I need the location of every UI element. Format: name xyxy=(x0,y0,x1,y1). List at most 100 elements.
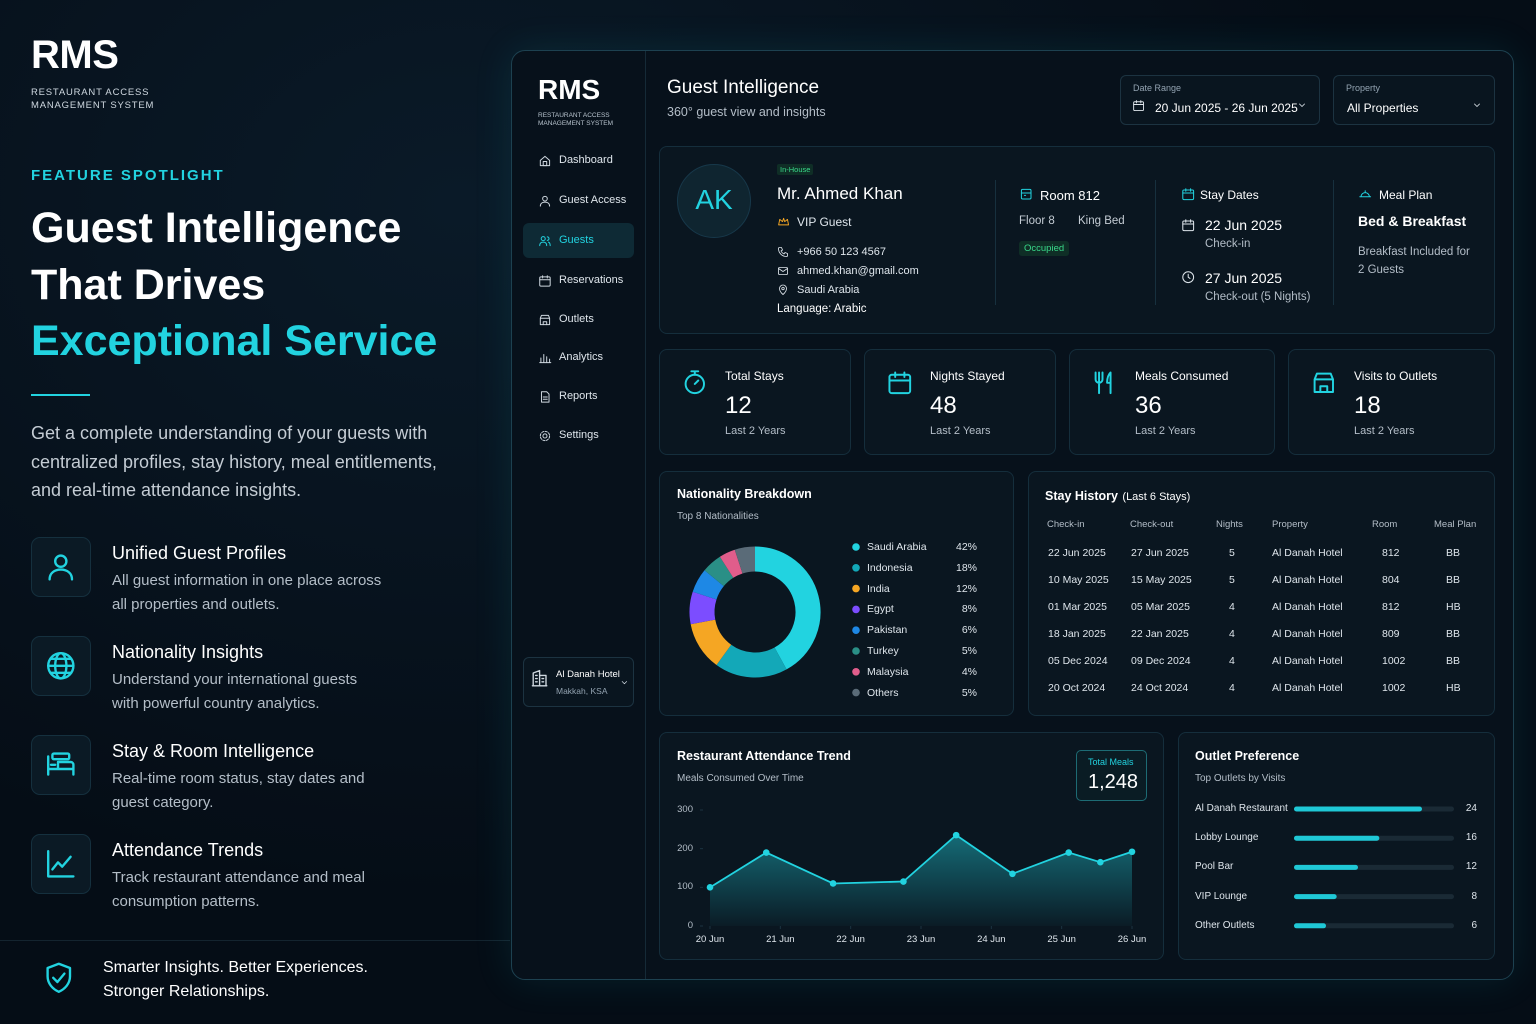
nav-item[interactable]: Reservations xyxy=(559,274,624,286)
y-tick-label: 0 xyxy=(687,920,693,931)
checkin-date: 22 Jun 2025 xyxy=(1205,217,1283,233)
table-cell: Al Danah Hotel xyxy=(1272,655,1343,667)
table-cell: 09 Dec 2024 xyxy=(1131,655,1191,667)
table-cell: 1002 xyxy=(1382,655,1406,667)
filter-box[interactable] xyxy=(1333,75,1495,125)
table-cell: 22 Jun 2025 xyxy=(1048,547,1106,559)
outlet-card xyxy=(1178,732,1495,960)
table-cell: 4 xyxy=(1229,628,1235,640)
stat-value: 12 xyxy=(725,392,752,419)
icon xyxy=(539,314,551,326)
bar xyxy=(1294,835,1380,841)
room-floor: Floor 8 xyxy=(1019,215,1055,227)
meal-detail: Breakfast Included for 2 Guests xyxy=(1358,246,1470,276)
footer-divider xyxy=(0,940,510,941)
card-title: Nationality Breakdown xyxy=(677,487,812,501)
sidebar-tagline: MANAGEMENT SYSTEM xyxy=(538,120,614,127)
filter-value: 20 Jun 2025 - 26 Jun 2025 xyxy=(1155,101,1298,115)
tagline: RESTAURANT ACCESS xyxy=(31,87,150,98)
legend-label: Others xyxy=(867,686,899,699)
stat-note: Last 2 Years xyxy=(725,425,786,437)
icon xyxy=(778,247,788,257)
legend-label: Turkey xyxy=(867,645,899,657)
table-cell: 4 xyxy=(1229,601,1235,613)
icon xyxy=(539,275,551,287)
icon-stroke xyxy=(1187,273,1191,279)
card-title-row: Stay History (Last 6 Stays) xyxy=(1045,487,1190,505)
icon-stroke xyxy=(54,554,68,568)
table-cell: BB xyxy=(1446,628,1461,640)
legend-label: Malaysia xyxy=(867,665,909,678)
checkout-label: Check-out (5 Nights) xyxy=(1205,291,1311,303)
contact-phone: +966 50 123 4567 xyxy=(797,246,887,258)
icon-stroke xyxy=(621,681,628,685)
donut-segment xyxy=(754,546,821,670)
card-subtitle: Top 8 Nationalities xyxy=(677,511,759,522)
stat-label: Nights Stayed xyxy=(930,369,1005,383)
headline: Guest Intelligence xyxy=(31,204,402,252)
icon xyxy=(1020,188,1032,200)
bar-value: 6 xyxy=(1471,919,1477,931)
icon xyxy=(539,430,551,442)
footer-text: Smarter Insights. Better Experiences. xyxy=(103,959,368,976)
nav-item[interactable]: Analytics xyxy=(559,351,604,363)
legend-value: 8% xyxy=(961,603,977,616)
card-title: Outlet Preference xyxy=(1195,749,1300,763)
total-box xyxy=(1076,750,1147,801)
nav-item[interactable]: Reports xyxy=(559,390,598,402)
nav-item[interactable]: Guests xyxy=(559,234,594,246)
nav-item[interactable]: Settings xyxy=(559,429,599,441)
icon-stroke xyxy=(1319,385,1329,393)
icon xyxy=(1133,100,1145,112)
icon-stroke xyxy=(47,657,75,674)
icon-stroke xyxy=(1182,271,1195,284)
table-cell: Al Danah Hotel xyxy=(1272,628,1343,640)
legend-value: 18% xyxy=(955,561,977,574)
donut-segment xyxy=(689,591,717,625)
icon xyxy=(539,155,551,167)
x-tick-label: 25 Jun xyxy=(1047,934,1076,945)
y-tick-label: 300 xyxy=(677,804,693,815)
headline-highlight: Exceptional Service xyxy=(31,317,438,365)
page-subtitle: 360° guest view and insights xyxy=(667,105,826,119)
feature-description: Understand your international guests wit… xyxy=(112,671,358,712)
filter-label: Date Range xyxy=(1133,83,1182,93)
table-cell: HB xyxy=(1446,682,1461,694)
icon-stroke xyxy=(779,284,787,295)
checkout-date: 27 Jun 2025 xyxy=(1205,270,1283,286)
icon-stroke xyxy=(539,276,551,287)
legend-label: Egypt xyxy=(867,603,894,616)
hotel-name: Al Danah Hotel xyxy=(556,669,620,680)
x-tick-label: 22 Jun xyxy=(836,934,865,945)
donut-segment xyxy=(719,549,743,579)
donut-segment xyxy=(734,546,756,574)
icon xyxy=(539,195,551,207)
table-cell: 5 xyxy=(1229,574,1235,586)
icon xyxy=(621,681,628,685)
icon xyxy=(888,371,912,395)
legend-value: 12% xyxy=(955,582,977,595)
legend-dot xyxy=(852,688,860,697)
logo: RMS xyxy=(31,33,119,77)
icon xyxy=(1359,190,1372,198)
column-header: Meal Plan xyxy=(1434,519,1477,530)
table-cell: Al Danah Hotel xyxy=(1272,682,1343,694)
footer-text: Stronger Relationships. xyxy=(103,983,270,1000)
icon-stroke xyxy=(47,850,75,878)
table-cell: 1002 xyxy=(1382,682,1406,694)
filter-box[interactable] xyxy=(1120,75,1320,125)
nav-item[interactable]: Guest Access xyxy=(559,194,627,206)
guest-language: Language: Arabic xyxy=(777,303,867,315)
bar-label: VIP Lounge xyxy=(1195,890,1248,902)
nav-item[interactable]: Dashboard xyxy=(559,154,613,166)
legend-value: 5% xyxy=(961,686,977,699)
point xyxy=(1128,848,1136,856)
icon-stroke xyxy=(542,195,548,202)
bar-label: Other Outlets xyxy=(1195,919,1255,931)
table-cell: 05 Mar 2025 xyxy=(1131,601,1190,613)
icon xyxy=(1182,188,1195,201)
nav-item[interactable]: Outlets xyxy=(559,313,594,325)
profile-card xyxy=(659,146,1495,334)
